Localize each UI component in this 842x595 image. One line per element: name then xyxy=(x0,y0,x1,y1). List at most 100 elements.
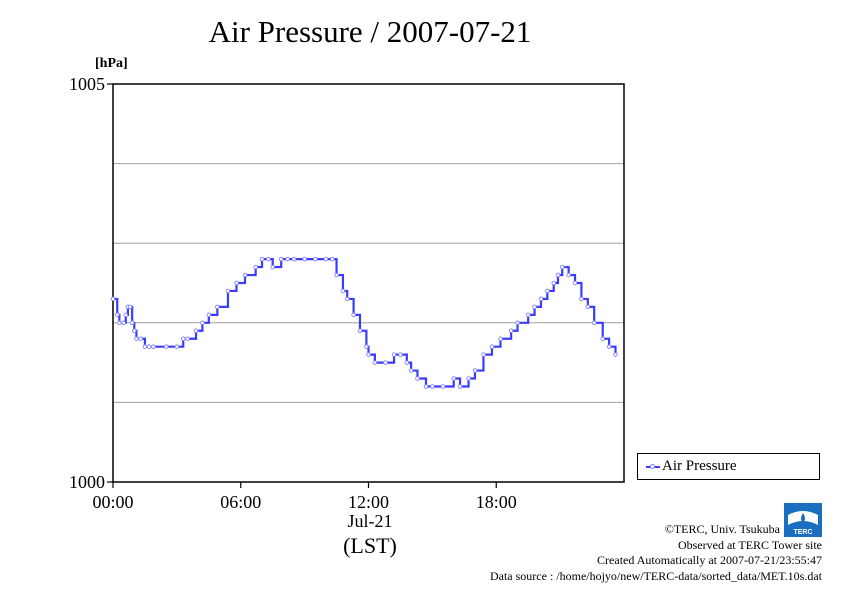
data-point xyxy=(110,296,116,302)
data-point xyxy=(591,320,597,326)
data-point xyxy=(138,336,143,341)
svg-text:TERC: TERC xyxy=(793,529,812,536)
footer-site: Observed at TERC Tower site xyxy=(677,537,822,552)
data-point xyxy=(330,256,335,262)
data-point xyxy=(532,304,537,310)
data-point xyxy=(481,352,486,357)
data-point xyxy=(398,352,403,357)
data-point xyxy=(551,280,556,286)
data-point xyxy=(545,288,550,294)
footer-copyright: ©TERC, Univ. Tsukuba xyxy=(664,522,780,536)
data-point xyxy=(415,376,420,381)
data-point xyxy=(606,344,612,349)
data-point xyxy=(323,256,329,262)
data-point xyxy=(174,344,180,349)
data-point xyxy=(146,344,152,349)
data-point xyxy=(566,272,571,278)
terc-logo: TERC xyxy=(784,503,822,537)
data-point xyxy=(430,384,435,389)
data-point xyxy=(451,376,456,381)
data-point xyxy=(538,296,544,302)
data-point xyxy=(613,352,618,357)
data-point xyxy=(121,320,126,326)
data-point xyxy=(351,312,356,318)
data-point xyxy=(270,264,275,270)
data-point xyxy=(440,384,446,389)
data-point xyxy=(253,264,258,270)
x-tick-label: 18:00 xyxy=(476,492,517,512)
data-point xyxy=(383,360,388,365)
data-point xyxy=(242,272,248,278)
data-point xyxy=(193,328,199,334)
data-point xyxy=(560,264,565,270)
data-point xyxy=(302,256,307,262)
data-point xyxy=(572,280,578,286)
y-axis: 1000 1005 xyxy=(69,74,113,492)
data-point xyxy=(391,352,397,357)
x-axis: 00:00 06:00 12:00 18:00 xyxy=(92,482,517,512)
footer-source: Data source : /home/hojyo/new/TERC-data/… xyxy=(489,568,822,583)
data-point xyxy=(466,376,471,381)
data-point xyxy=(259,256,265,262)
data-point xyxy=(234,280,239,286)
grid-lines xyxy=(113,163,624,403)
data-point xyxy=(344,296,350,302)
data-point xyxy=(291,256,297,262)
data-point xyxy=(366,352,371,357)
data-point xyxy=(225,288,231,294)
x-axis-timezone-label: (LST) xyxy=(343,533,397,558)
data-point xyxy=(585,304,591,310)
data-point xyxy=(181,336,186,341)
footer-created: Created Automatically at 2007-07-21/23:5… xyxy=(597,553,822,567)
data-point xyxy=(555,272,561,278)
data-point xyxy=(498,336,503,341)
data-point xyxy=(117,320,122,326)
data-point xyxy=(266,256,271,262)
data-point xyxy=(185,336,190,341)
y-tick-label: 1000 xyxy=(69,472,105,492)
data-point xyxy=(372,360,378,365)
data-point xyxy=(508,328,514,334)
data-point xyxy=(278,256,284,262)
x-tick-label: 00:00 xyxy=(92,492,133,512)
data-point xyxy=(515,320,520,326)
data-point xyxy=(404,360,410,365)
data-point xyxy=(151,344,156,349)
data-point xyxy=(123,312,129,318)
data-point xyxy=(600,336,605,341)
data-point xyxy=(408,368,414,373)
data-point xyxy=(215,304,220,310)
data-point xyxy=(134,336,139,341)
data-point xyxy=(132,328,137,334)
data-point xyxy=(525,312,531,318)
x-axis-date-label: Jul-21 xyxy=(347,511,393,531)
y-tick-label: 1005 xyxy=(69,74,105,94)
data-point xyxy=(127,304,133,310)
chart-title: Air Pressure / 2007-07-21 xyxy=(208,14,532,49)
data-point xyxy=(340,288,346,294)
data-point xyxy=(579,296,584,302)
x-tick-label: 06:00 xyxy=(220,492,261,512)
data-point xyxy=(489,344,495,349)
data-point xyxy=(423,384,429,389)
data-point xyxy=(334,272,339,278)
data-point xyxy=(357,328,363,334)
data-point xyxy=(364,344,369,349)
data-point xyxy=(313,256,318,262)
data-point xyxy=(457,384,463,389)
data-point xyxy=(206,312,212,318)
legend: Air Pressure xyxy=(637,453,820,480)
y-axis-unit-label: [hPa] xyxy=(95,56,128,71)
footer-credits: ©TERC, Univ. Tsukuba Observed at TERC To… xyxy=(490,522,822,584)
legend-marker-swatch xyxy=(650,464,655,469)
data-point xyxy=(200,320,205,326)
legend-label-air-pressure: Air Pressure xyxy=(662,458,737,474)
data-point xyxy=(115,312,120,318)
data-point xyxy=(163,344,169,349)
data-point xyxy=(142,344,148,349)
data-point xyxy=(472,368,478,373)
plot-frame xyxy=(112,83,625,483)
series-layer xyxy=(110,256,618,389)
x-tick-label: 12:00 xyxy=(348,492,389,512)
